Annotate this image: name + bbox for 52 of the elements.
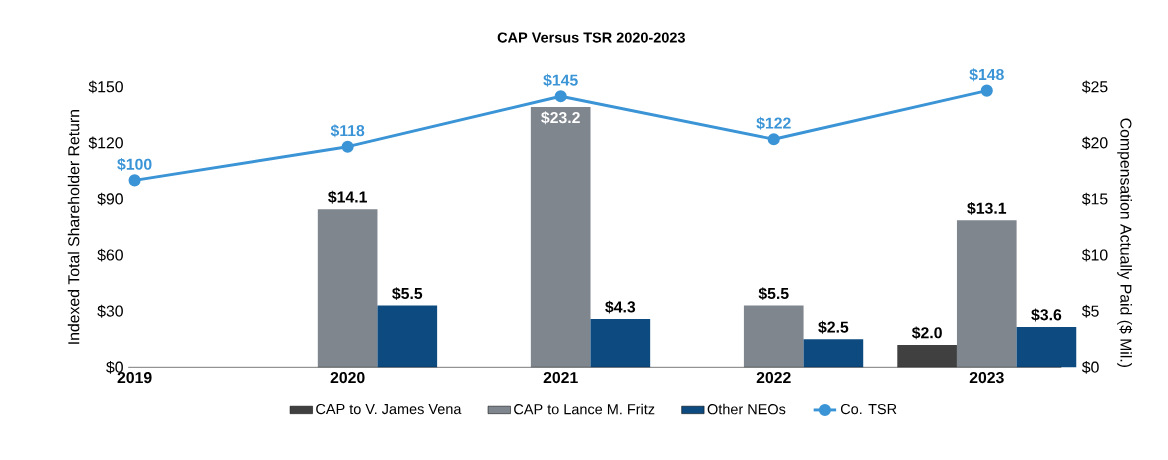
- y-tick-label: $90: [97, 192, 123, 206]
- legend-label: CAP to Lance M. Fritz: [514, 403, 655, 415]
- point: [980, 84, 993, 97]
- data-label: $3.6: [1031, 308, 1062, 322]
- data-label: $2.0: [911, 326, 942, 340]
- bar: [897, 344, 957, 368]
- x-tick-label: 2023: [969, 371, 1004, 384]
- data-label: $122: [756, 116, 791, 130]
- data-label: $4.3: [605, 300, 636, 314]
- point: [767, 133, 780, 146]
- point: [341, 140, 354, 153]
- bar: [317, 209, 378, 368]
- y-tick-label: $30: [97, 304, 123, 318]
- bar: [590, 319, 651, 368]
- y-tick-label: $60: [97, 248, 123, 262]
- x-tick-label: 2020: [330, 371, 365, 384]
- y2-tick-label: $15: [1081, 192, 1108, 206]
- bar: [1016, 326, 1077, 368]
- data-label: $145: [543, 73, 578, 87]
- data-label: $100: [117, 157, 152, 171]
- bar: [803, 339, 864, 368]
- y2-tick-label: $10: [1081, 248, 1108, 262]
- y2-axis-title: Compensation Actually Paid ($ Mil.): [1117, 118, 1133, 367]
- data-label: $14.1: [328, 190, 367, 204]
- data-label: $2.5: [818, 320, 849, 334]
- data-label: $148: [969, 68, 1004, 82]
- y2-tick-label: $20: [1081, 136, 1108, 150]
- x-tick-label: 2021: [543, 371, 578, 384]
- legend-label: Co. TSR: [840, 403, 897, 415]
- legend-label: Other NEOs: [707, 403, 786, 415]
- data-label: $5.5: [392, 287, 423, 301]
- chart-title: CAP Versus TSR 2020-2023: [497, 32, 685, 43]
- data-label: $13.1: [967, 201, 1007, 215]
- y-tick-label: $0: [106, 360, 123, 374]
- bar: [377, 305, 438, 368]
- point: [554, 90, 567, 103]
- y2-tick-label: $0: [1081, 360, 1099, 374]
- x-tick-label: 2022: [756, 371, 791, 384]
- y-tick-label: $120: [88, 136, 123, 150]
- y2-tick-label: $5: [1081, 304, 1099, 318]
- bar: [743, 305, 804, 368]
- y-axis-title: Indexed Total Shareholder Return: [67, 109, 80, 344]
- data-label: $5.5: [758, 287, 789, 301]
- x-tick-label: 2019: [117, 371, 152, 384]
- data-label: $118: [330, 124, 365, 138]
- data-label: $23.2: [541, 111, 580, 125]
- y-tick-label: $150: [88, 80, 123, 94]
- legend-label: CAP to V. James Vena: [316, 403, 462, 415]
- bar: [956, 220, 1017, 368]
- bar: [530, 107, 591, 368]
- y2-tick-label: $25: [1081, 80, 1108, 94]
- point: [128, 174, 141, 187]
